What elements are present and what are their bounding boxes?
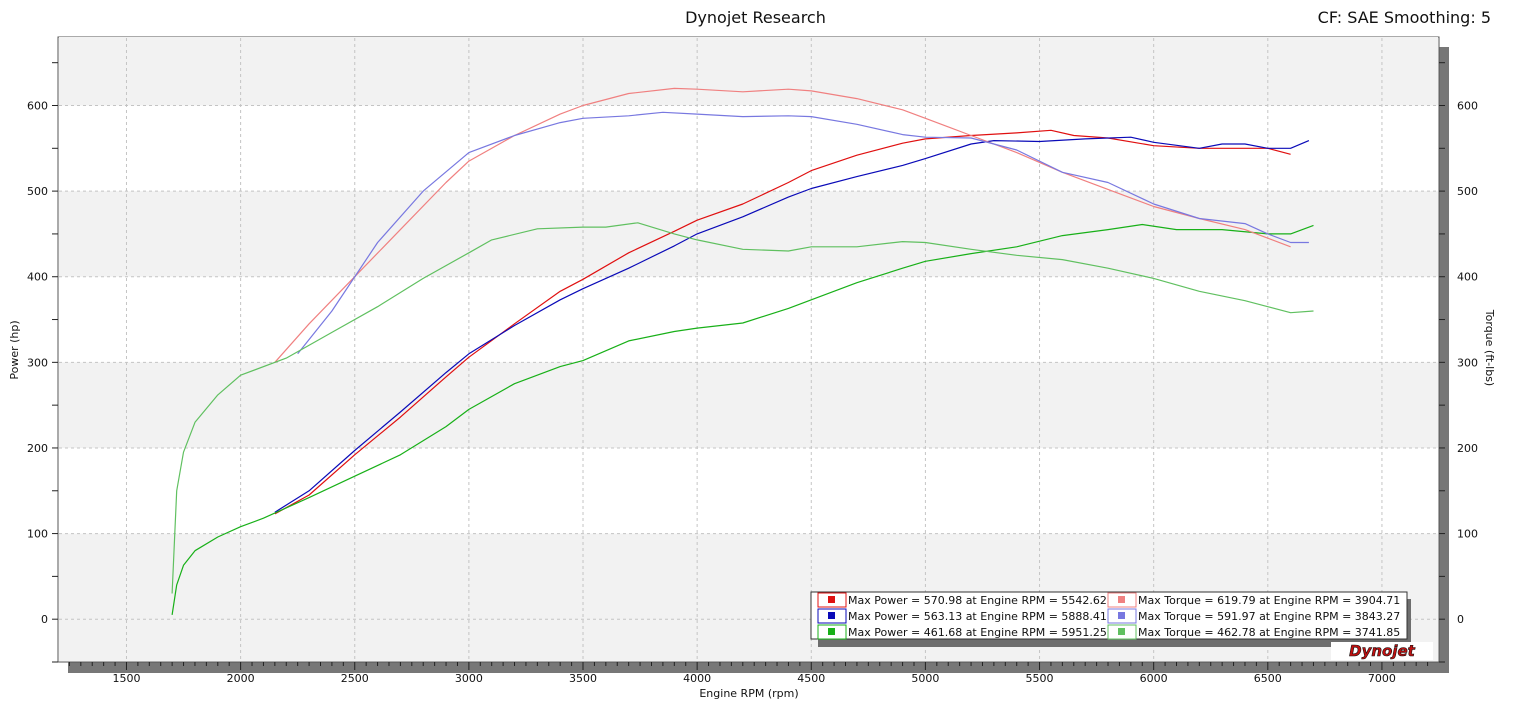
plot-bands bbox=[59, 37, 1438, 661]
series-line-4 bbox=[274, 87, 1291, 363]
series-line-5 bbox=[297, 111, 1309, 355]
legend-swatch bbox=[828, 628, 835, 635]
x-tick-label: 3500 bbox=[569, 672, 597, 685]
legend-entry: Max Torque = 619.79 at Engine RPM = 3904… bbox=[1138, 594, 1400, 607]
legend-entry: Max Torque = 462.78 at Engine RPM = 3741… bbox=[1138, 626, 1400, 639]
dynojet-logo: Dynojet bbox=[1331, 642, 1433, 660]
y-tick-label-right: 200 bbox=[1457, 442, 1478, 455]
y-axis-label-torque: Torque (ft-lbs) bbox=[1483, 309, 1496, 386]
x-tick-label: 6500 bbox=[1254, 672, 1282, 685]
series-line-6 bbox=[171, 222, 1314, 594]
series-line-1 bbox=[274, 129, 1291, 515]
y-tick-label-left: 400 bbox=[27, 271, 48, 284]
x-tick-label: 2000 bbox=[227, 672, 255, 685]
legend-swatch bbox=[828, 612, 835, 619]
logo-text: Dynojet bbox=[1349, 642, 1416, 660]
x-tick-label: 4000 bbox=[683, 672, 711, 685]
x-tick-label: 4500 bbox=[797, 672, 825, 685]
legend-swatch bbox=[828, 596, 835, 603]
y-tick-label-left: 100 bbox=[27, 528, 48, 541]
legend-swatch bbox=[1118, 596, 1125, 603]
y-tick-label-right: 500 bbox=[1457, 185, 1478, 198]
y-tick-label-left: 500 bbox=[27, 185, 48, 198]
legend-entry: Max Power = 563.13 at Engine RPM = 5888.… bbox=[848, 610, 1107, 623]
y-tick-label-right: 300 bbox=[1457, 356, 1478, 369]
legend-entry: Max Torque = 591.97 at Engine RPM = 3843… bbox=[1138, 610, 1400, 623]
legend-entry: Max Power = 570.98 at Engine RPM = 5542.… bbox=[848, 594, 1107, 607]
legend: Max Power = 570.98 at Engine RPM = 5542.… bbox=[810, 591, 1411, 647]
series-line-3 bbox=[171, 223, 1314, 615]
y-tick-label-left: 0 bbox=[41, 613, 48, 626]
plot-band bbox=[59, 37, 1438, 106]
x-tick-label: 7000 bbox=[1368, 672, 1396, 685]
cf-smoothing-label: CF: SAE Smoothing: 5 bbox=[1317, 8, 1491, 27]
series-group bbox=[171, 87, 1314, 615]
y-tick-label-left: 200 bbox=[27, 442, 48, 455]
axis-ticks: 1500 2000 2500 3000 3500 4000 4500 5000 5500 6000… bbox=[27, 62, 1478, 685]
plot-band bbox=[59, 362, 1438, 448]
x-tick-label: 6000 bbox=[1140, 672, 1168, 685]
y-tick-label-right: 400 bbox=[1457, 271, 1478, 284]
x-tick-label: 1500 bbox=[112, 672, 140, 685]
y-tick-label-right: 100 bbox=[1457, 528, 1478, 541]
y-axis-label-power: Power (hp) bbox=[8, 320, 21, 379]
x-tick-label: 5000 bbox=[911, 672, 939, 685]
y-tick-label-left: 600 bbox=[27, 99, 48, 112]
legend-swatch bbox=[1118, 628, 1125, 635]
x-tick-label: 3000 bbox=[455, 672, 483, 685]
plot-band bbox=[59, 191, 1438, 277]
y-tick-label-right: 0 bbox=[1457, 613, 1464, 626]
y-tick-label-right: 600 bbox=[1457, 99, 1478, 112]
y-tick-label-left: 300 bbox=[27, 356, 48, 369]
x-tick-label: 5500 bbox=[1026, 672, 1054, 685]
x-axis-label: Engine RPM (rpm) bbox=[699, 687, 798, 700]
x-tick-label: 2500 bbox=[341, 672, 369, 685]
legend-swatch bbox=[1118, 612, 1125, 619]
legend-entry: Max Power = 461.68 at Engine RPM = 5951.… bbox=[848, 626, 1107, 639]
series-line-2 bbox=[274, 136, 1310, 513]
